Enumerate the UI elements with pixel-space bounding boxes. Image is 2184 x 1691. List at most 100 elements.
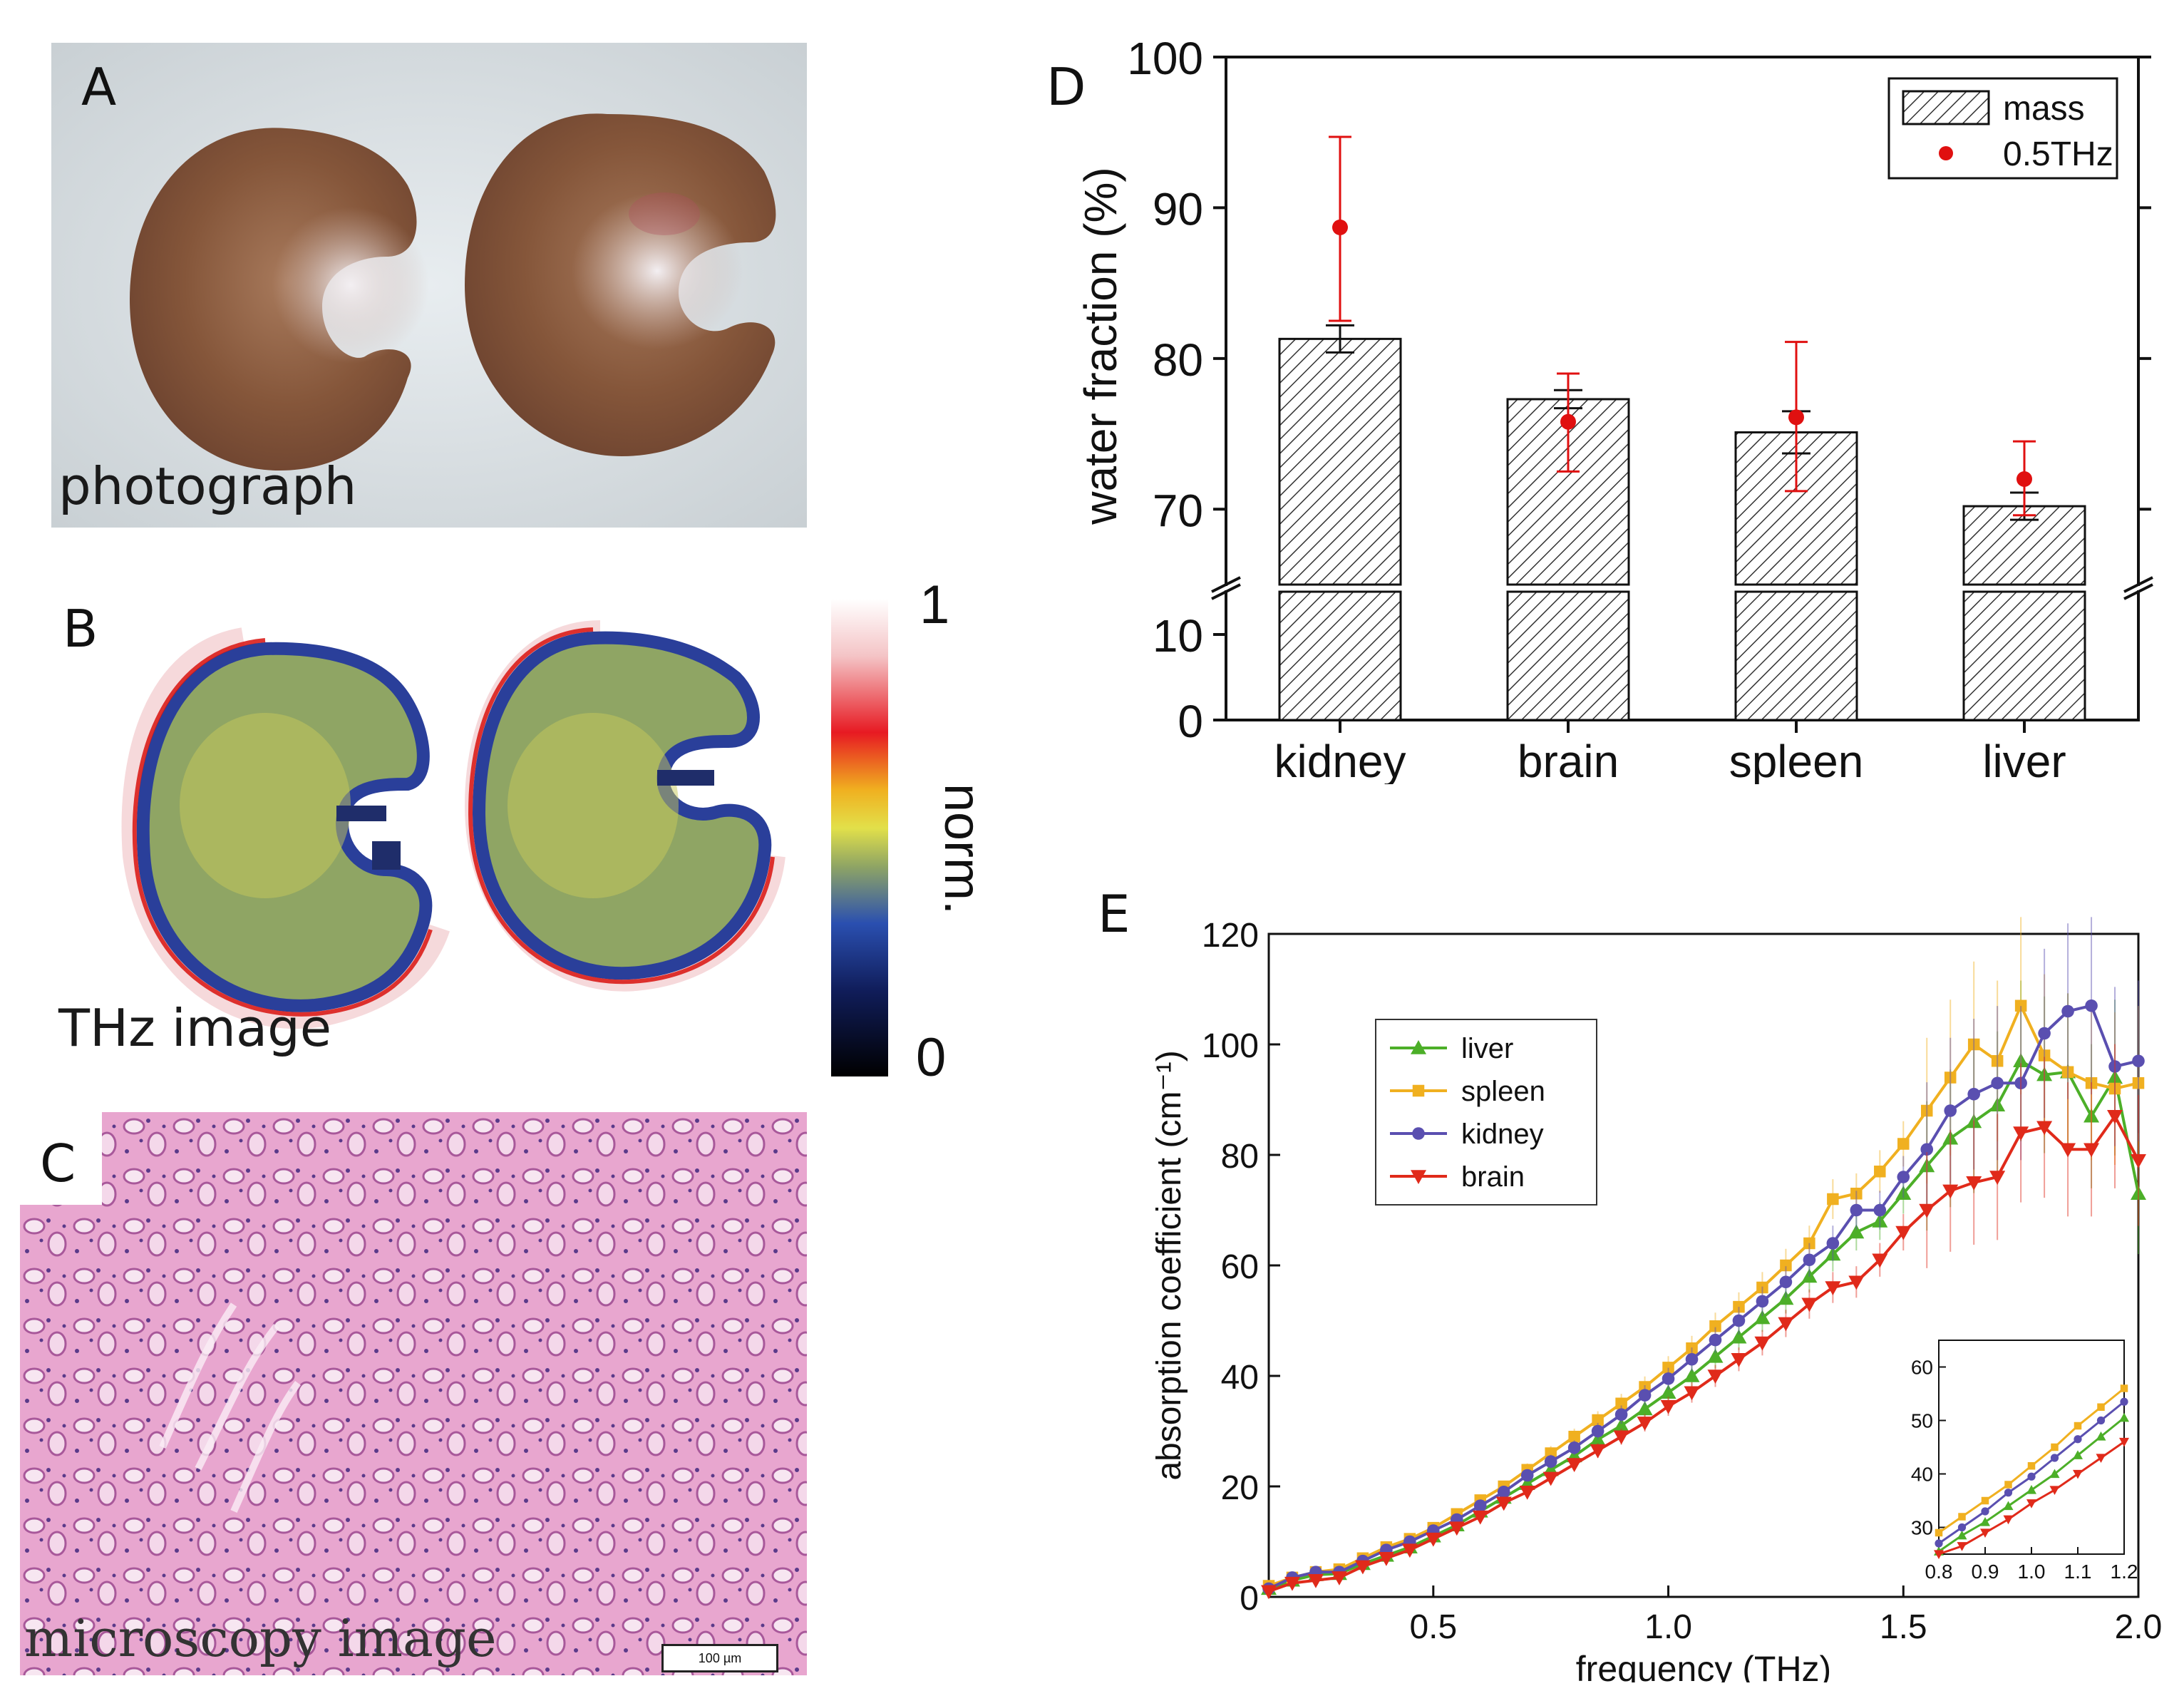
chart-e: 0 20 40 60 80 100 120 0.5 1.0 1.5 2.0 frequency (TH… — [1150, 917, 2162, 1682]
point-brain — [1378, 1551, 1394, 1566]
inset-point-kidney — [2050, 1454, 2059, 1462]
series-kidney — [1262, 917, 2145, 1595]
point-liver — [1966, 1114, 1982, 1129]
x-axis-label: frequency (THz) — [1576, 1649, 1831, 1682]
point-kidney — [1732, 1314, 1746, 1327]
point-kidney — [1944, 1104, 1957, 1117]
point-kidney — [1614, 1408, 1628, 1422]
panel-label-e: E — [1098, 884, 1130, 944]
point-liver — [2131, 1186, 2146, 1201]
point-spleen — [1709, 1320, 1721, 1332]
y-tick-label: 60 — [1221, 1248, 1259, 1286]
x-tick-label: kidney — [1274, 736, 1406, 784]
x-tick-label: brain — [1518, 736, 1619, 784]
point-spleen — [2108, 1082, 2121, 1095]
point-brain — [1801, 1297, 1818, 1312]
point-spleen — [1803, 1237, 1815, 1250]
colorbar-title: norm. — [934, 783, 991, 915]
inset-chart: 30 40 50 60 0.8 0.9 1.0 1.1 1.2 — [1911, 1340, 2138, 1583]
inset-point-spleen — [2027, 1462, 2036, 1470]
y-tick-label: 100 — [1202, 1027, 1259, 1065]
point-brain — [1566, 1458, 1582, 1472]
point-spleen — [1874, 1166, 1886, 1178]
inset-frame — [1938, 1340, 2125, 1555]
inset-x-tick-label: 0.9 — [1972, 1561, 1999, 1583]
point-spleen — [2014, 999, 2027, 1012]
axis-break-mark — [1211, 576, 1241, 593]
colorbar-max-label: 1 — [920, 575, 950, 635]
point-brain — [1684, 1386, 1700, 1401]
point-liver — [1660, 1384, 1676, 1399]
point-kidney — [1544, 1455, 1557, 1468]
point-spleen — [2132, 1077, 2145, 1089]
inset-y-tick-label: 30 — [1911, 1517, 1933, 1539]
inset-x-tick-label: 1.1 — [2064, 1561, 2092, 1583]
photograph-panel — [51, 43, 807, 528]
x-tick-label: liver — [1982, 736, 2066, 784]
point-liver — [1919, 1158, 1935, 1173]
panel-label-a: A — [81, 57, 117, 117]
point-liver — [1590, 1432, 1606, 1446]
point-brain — [2036, 1121, 2053, 1136]
inset-x-tick-label: 0.8 — [1925, 1561, 1953, 1583]
point-spleen — [1967, 1038, 1980, 1051]
inset-y-tick-label: 40 — [1911, 1464, 1933, 1486]
inset-point-spleen — [1981, 1496, 1989, 1505]
legend-label-brain: brain — [1461, 1161, 1525, 1193]
point-brain — [2107, 1109, 2123, 1124]
point-kidney — [1591, 1424, 1604, 1438]
thz-image-caption: THz image — [58, 998, 332, 1058]
y-tick-label: 0 — [1240, 1580, 1259, 1618]
point-spleen — [2061, 1066, 2074, 1078]
inset-point-kidney — [1981, 1507, 1989, 1516]
legend-label-spleen: spleen — [1461, 1076, 1545, 1107]
inset-point-brain — [2119, 1437, 2129, 1447]
legend-label-thz: 0.5THz — [2003, 135, 2113, 173]
point-brain — [1495, 1496, 1512, 1511]
point-brain — [1637, 1417, 1653, 1431]
point-liver — [2083, 1108, 2100, 1123]
bar-lower-liver — [1962, 590, 2086, 721]
point-kidney — [1709, 1333, 1722, 1347]
legend-swatch-thz — [1939, 146, 1953, 160]
point-spleen — [1592, 1414, 1604, 1427]
inset-point-spleen — [2051, 1443, 2059, 1451]
point-brain — [1731, 1352, 1747, 1367]
point-liver — [1731, 1329, 1747, 1344]
point-kidney — [1567, 1441, 1581, 1454]
inset-point-brain — [1980, 1528, 1990, 1538]
point-liver — [1872, 1213, 1888, 1228]
scale-bar-label: 100 µm — [698, 1651, 742, 1665]
legend-swatch-mass — [1902, 90, 1990, 125]
series-brain — [1261, 1044, 2146, 1600]
point-spleen — [1850, 1188, 1863, 1200]
point-liver — [1613, 1417, 1629, 1432]
point-spleen — [1756, 1281, 1768, 1294]
inset-point-liver — [1980, 1517, 1990, 1526]
point-spleen — [1827, 1193, 1839, 1206]
thz-point-brain — [1560, 413, 1576, 430]
point-brain — [1942, 1184, 1959, 1199]
point-kidney — [2132, 1054, 2145, 1068]
point-kidney — [1638, 1389, 1652, 1402]
x-tick-label: 0.5 — [1409, 1608, 1457, 1646]
inset-y-tick-label: 50 — [1911, 1410, 1933, 1432]
point-brain — [1707, 1369, 1724, 1384]
point-brain — [2083, 1143, 2100, 1158]
point-kidney — [2108, 1060, 2121, 1073]
point-kidney — [1803, 1253, 1816, 1267]
point-brain — [1307, 1573, 1324, 1588]
y-axis-label: absorption coefficient (cm⁻¹) — [1150, 1050, 1188, 1480]
point-kidney — [1897, 1171, 1910, 1183]
point-kidney — [1779, 1275, 1793, 1289]
plot-frame — [1225, 56, 2140, 721]
panel-label-c: C — [40, 1134, 76, 1193]
point-kidney — [1520, 1469, 1534, 1482]
point-liver — [1754, 1310, 1771, 1325]
thz-point-spleen — [1788, 409, 1804, 426]
y-tick-label: 90 — [1153, 183, 1203, 235]
bar-lower-spleen — [1734, 590, 1858, 721]
point-spleen — [1686, 1342, 1698, 1355]
point-liver — [1778, 1290, 1794, 1305]
inset-point-kidney — [1957, 1523, 1967, 1532]
